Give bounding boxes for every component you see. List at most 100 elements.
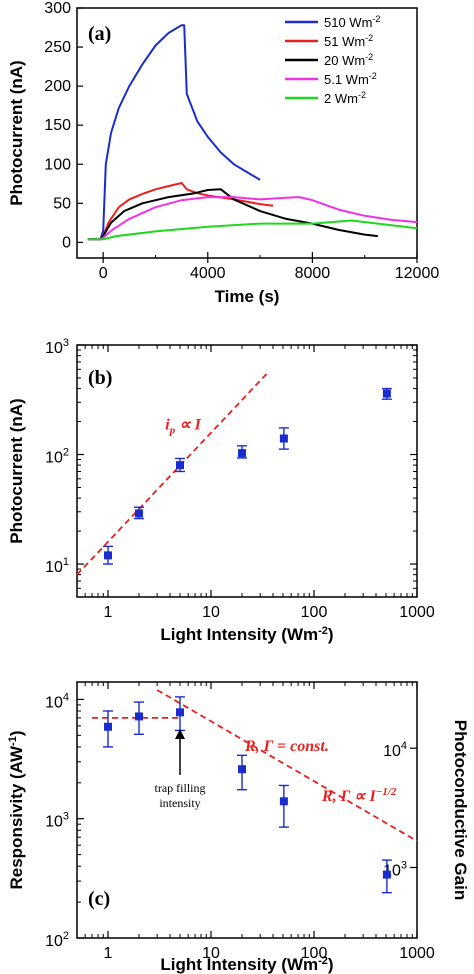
panel-c-annotation-decay: R, Γ ∝ I−1/2 — [321, 786, 397, 805]
legend-label-sup: -2 — [369, 71, 377, 81]
data-point-0 — [104, 722, 113, 731]
legend-label-4: 2 Wm-2 — [324, 90, 366, 106]
data-point-4 — [279, 797, 288, 806]
y-tick-label: 50 — [53, 195, 71, 212]
y-tick-label-2-exp: 4 — [63, 691, 69, 703]
legend-label-sup: -2 — [372, 14, 380, 24]
x-tick-label: 100 — [301, 604, 328, 621]
panel-c-label: (c) — [88, 888, 110, 910]
legend-label-sup: -2 — [358, 90, 366, 100]
legend-label-main: 2 Wm — [324, 91, 358, 106]
data-point-2 — [175, 708, 184, 717]
series-line-1 — [87, 182, 274, 241]
y-tick-label-0: 102 — [45, 930, 69, 950]
panel-c-frame — [76, 681, 418, 939]
fit-line — [76, 372, 268, 576]
x-tick-label: 8000 — [295, 265, 331, 282]
x-tick-label: 100 — [301, 945, 328, 962]
y-tick-label-2-exp: 3 — [63, 337, 69, 349]
y-tick-label: 100 — [44, 156, 71, 173]
panel-a-legend: 510 Wm-251 Wm-220 Wm-25.1 Wm-22 Wm-2 — [285, 14, 380, 106]
x-tick-label: 10 — [202, 945, 220, 962]
y-tick-label-1-base: 10 — [45, 450, 63, 467]
y-tick-label-1: 102 — [45, 447, 69, 467]
panel-b-xlabel-main: Light Intensity (Wm — [160, 625, 318, 644]
panel-b-xlabel: Light Intensity (Wm-2) — [160, 625, 333, 644]
x-tick-label: 10 — [202, 604, 220, 621]
panel-b-frame — [76, 344, 418, 598]
legend-label-main: 510 Wm — [324, 15, 372, 30]
legend-label-3: 5.1 Wm-2 — [324, 71, 377, 87]
y-tick-label-0-exp: 1 — [63, 556, 69, 568]
y-tick-label-0-base: 10 — [45, 559, 63, 576]
panel-a-ticks: 0 4000 8000 12000 0 50 100 150 200 250 300 — [44, 0, 439, 282]
panel-b-annotation: ip ∝ I — [165, 416, 201, 436]
panel-c-xlabel-end: ) — [328, 955, 334, 974]
panel-b-ylabel: Photocurrent (nA) — [7, 398, 26, 543]
panel-a-label: (a) — [88, 23, 111, 45]
y-right-tick-label-1: 104 — [383, 740, 407, 760]
y-tick-label: 300 — [44, 0, 71, 17]
data-point-4 — [279, 434, 288, 443]
y-right-tick-label-0-exp: 3 — [401, 859, 407, 871]
panel-c-xlabel-sup: -2 — [318, 955, 328, 967]
panel-c-xlabel: Light Intensity (Wm-2) — [160, 955, 333, 974]
panel-c-ylabel-sup: -1 — [7, 736, 19, 746]
y-tick-label-1-exp: 3 — [63, 811, 69, 823]
data-point-5 — [382, 389, 391, 398]
panel-b-points — [103, 387, 392, 565]
x-tick-label: 4000 — [190, 265, 226, 282]
annotation-decay-sup: −1/2 — [376, 786, 397, 798]
panel-a-series — [87, 24, 418, 241]
panel-a-frame — [76, 7, 418, 259]
legend-label-1: 51 Wm-2 — [324, 33, 373, 49]
series-line-0 — [87, 24, 261, 241]
x-tick-label: 1000 — [399, 604, 435, 621]
panel-c-points — [103, 696, 392, 894]
trap-arrow-head — [175, 729, 185, 739]
y-tick-label-2-base: 10 — [45, 694, 63, 711]
panel-b-xlabel-sup: -2 — [318, 625, 328, 637]
x-tick-label: 1000 — [399, 945, 435, 962]
y-right-tick-label-1-base: 10 — [383, 743, 401, 760]
error-bar-4 — [278, 784, 289, 828]
panel-b-fit — [76, 372, 268, 576]
legend-label-main: 51 Wm — [324, 34, 365, 49]
panel-c-ylabel-main: Responsivity (AW — [7, 745, 26, 890]
legend-label-sup: -2 — [365, 52, 373, 62]
trap-filling-arrow — [175, 729, 185, 775]
y-tick-label-0: 101 — [45, 556, 69, 576]
panel-a: (a) 0 4000 8000 12000 0 50 100 150 200 250 300 510… — [7, 0, 439, 306]
series-line-3 — [87, 196, 418, 241]
series-line-2 — [87, 188, 378, 241]
y-tick-label: 200 — [44, 78, 71, 95]
y-tick-label: 250 — [44, 39, 71, 56]
data-point-3 — [238, 449, 247, 458]
annotation-decay-main: R, Γ ∝ I — [321, 788, 376, 805]
y-tick-label-2: 104 — [45, 691, 69, 711]
y-tick-label-1-exp: 2 — [63, 447, 69, 459]
series-line-4 — [87, 219, 418, 241]
annotation-rest: ∝ I — [175, 416, 201, 433]
panel-c-ylabel-end: ) — [7, 730, 26, 736]
trap-label-line2: intensity — [159, 796, 200, 810]
data-point-2 — [175, 461, 184, 470]
legend-label-2: 20 Wm-2 — [324, 52, 373, 68]
panel-c-ylabel-right: Photoconductive Gain — [451, 720, 470, 900]
y-tick-label-0-base: 10 — [45, 933, 63, 950]
data-point-1 — [135, 712, 144, 721]
trap-label-line1: trap filling — [155, 781, 206, 795]
legend-label-0: 510 Wm-2 — [324, 14, 380, 30]
legend-label-main: 5.1 Wm — [324, 72, 369, 87]
y-tick-label-2: 103 — [45, 337, 69, 357]
panel-b-label: (b) — [88, 367, 112, 389]
y-right-tick-label-1-exp: 4 — [401, 740, 407, 752]
y-tick-label-1: 103 — [45, 811, 69, 831]
data-point-1 — [135, 509, 144, 518]
x-tick-label: 12000 — [395, 265, 440, 282]
y-tick-label: 150 — [44, 117, 71, 134]
annotation-sub: p — [169, 424, 176, 436]
panel-a-xlabel: Time (s) — [215, 287, 280, 306]
